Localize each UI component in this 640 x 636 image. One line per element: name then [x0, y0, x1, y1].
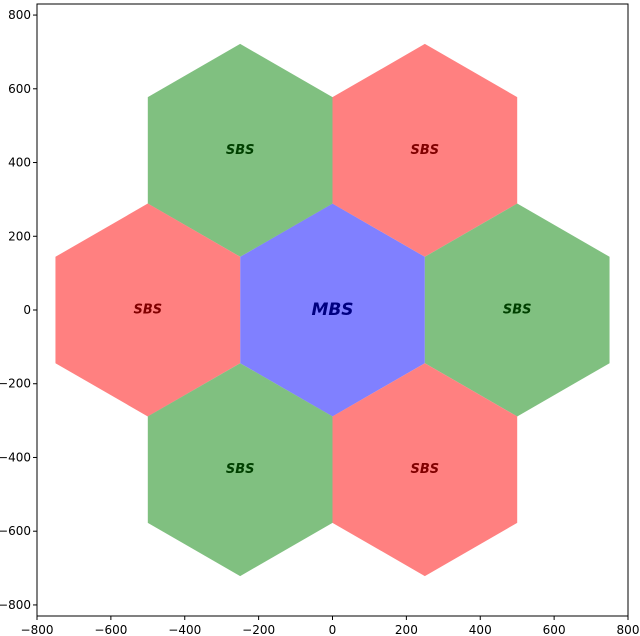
- y-tick-label: −200: [0, 377, 31, 391]
- y-tick-label: −400: [0, 450, 31, 464]
- y-tick-label: 800: [8, 8, 31, 22]
- cell-label-sbs-4: SBS: [503, 303, 532, 318]
- x-tick-label: 600: [543, 623, 566, 636]
- y-tick-label: 400: [8, 156, 31, 170]
- x-tick-label: −200: [242, 623, 275, 636]
- cells-layer: [55, 43, 610, 577]
- hex-cell-sbs-6: [332, 363, 518, 577]
- x-tick-label: 400: [469, 623, 492, 636]
- hex-cell-sbs-2: [332, 43, 518, 257]
- cell-label-mbs-0: MBS: [311, 300, 353, 320]
- y-tick-label: 600: [8, 82, 31, 96]
- x-tick-label: 0: [329, 623, 337, 636]
- cell-label-sbs-3: SBS: [133, 303, 162, 318]
- cell-label-sbs-1: SBS: [226, 143, 255, 158]
- y-axis: −800 −600 −400 −200 0 200 400 600 800: [0, 8, 37, 612]
- x-tick-label: 800: [617, 623, 640, 636]
- x-tick-label: −800: [21, 623, 54, 636]
- cell-labels-layer: MBS SBS SBS SBS SBS SBS SBS: [133, 143, 531, 477]
- hex-cell-sbs-4: [424, 203, 610, 417]
- y-tick-label: −800: [0, 598, 31, 612]
- cell-label-sbs-6: SBS: [411, 462, 440, 477]
- y-tick-label: 0: [23, 303, 31, 317]
- x-tick-label: 200: [395, 623, 418, 636]
- cell-label-sbs-5: SBS: [226, 462, 255, 477]
- x-tick-label: −400: [168, 623, 201, 636]
- cell-label-sbs-2: SBS: [411, 143, 440, 158]
- y-tick-label: 200: [8, 229, 31, 243]
- y-tick-label: −600: [0, 524, 31, 538]
- x-tick-label: −600: [94, 623, 127, 636]
- hex-cell-sbs-3: [55, 203, 241, 417]
- x-axis: −800 −600 −400 −200 0 200 400 600 800: [21, 616, 640, 636]
- hex-cell-sbs-1: [147, 43, 333, 257]
- hex-cell-mbs-0: [240, 203, 425, 417]
- hex-cell-sbs-5: [147, 363, 333, 577]
